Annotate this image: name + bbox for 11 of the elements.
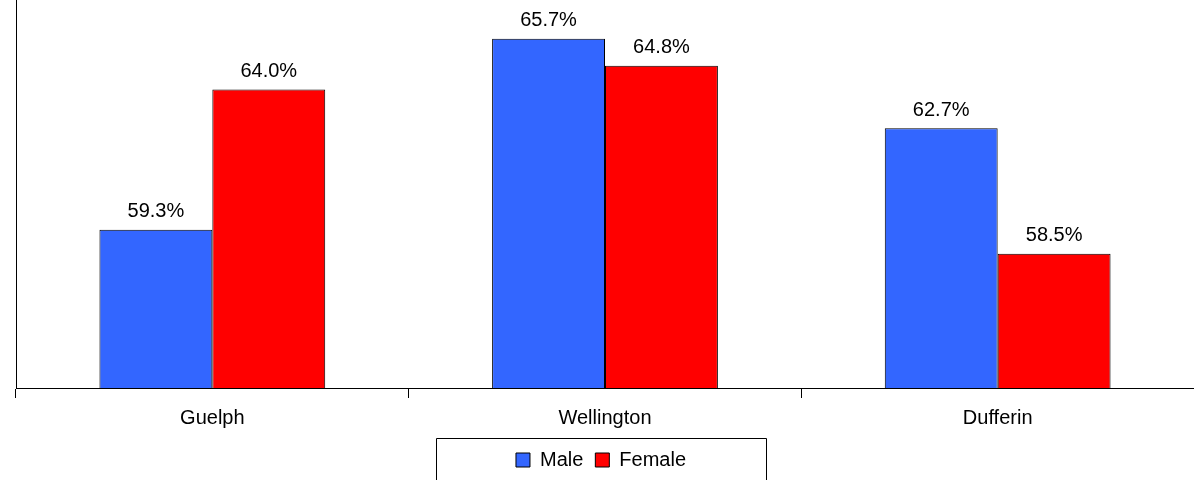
x-tick-label: Guelph [180, 405, 245, 428]
x-tick-label: Wellington [558, 405, 652, 428]
data-label: 65.7% [520, 8, 578, 31]
data-label: 58.5% [1025, 223, 1083, 246]
data-label: 64.0% [240, 59, 298, 82]
data-label: 64.8% [633, 35, 691, 58]
legend-label: Male [539, 447, 584, 470]
x-tick-label: Dufferin [962, 405, 1033, 428]
data-label: 62.7% [912, 97, 970, 120]
data-label: 59.3% [127, 199, 185, 222]
legend-label: Female [619, 447, 687, 470]
